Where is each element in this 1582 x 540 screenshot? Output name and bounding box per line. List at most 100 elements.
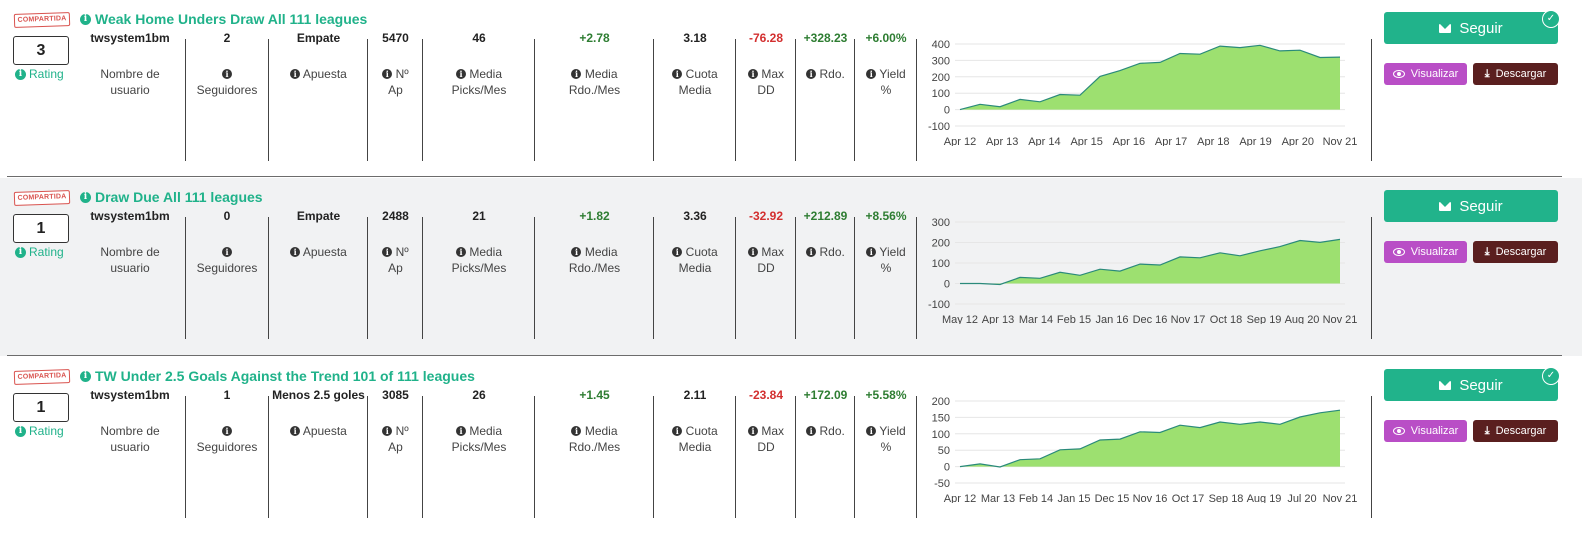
stat-label: i Media Rdo./Mes <box>568 67 621 97</box>
download-button[interactable]: ⤓ Descargar <box>1473 241 1558 263</box>
stat-label: i Max DD <box>737 66 795 98</box>
column-divider <box>653 39 654 161</box>
chart-x-tick: Oct 18 <box>1210 314 1242 324</box>
stat-label: i Rdo. <box>797 423 854 439</box>
chart-x-tick: Aug 20 <box>1285 314 1320 324</box>
stat-label: i Rdo. <box>797 244 854 260</box>
chart-y-tick: 100 <box>932 429 950 441</box>
performance-chart: 400 300 200 100 0 -100 Apr 12 Apr 13 Apr 14 Apr 1… <box>928 39 1358 146</box>
stat-value: 3.36 <box>683 209 707 223</box>
chart-x-tick: Dec 16 <box>1133 314 1168 324</box>
info-icon: i <box>672 247 683 257</box>
rating-value: 1 <box>13 393 69 422</box>
stat-label: i Apuesta <box>270 66 367 82</box>
info-icon: i <box>382 426 393 436</box>
column-divider <box>185 396 186 518</box>
chart-x-tick: May 12 <box>942 314 978 324</box>
stat-label: i Yield% <box>856 423 916 455</box>
column-divider <box>735 39 736 161</box>
chart-x-tick: Mar 14 <box>1019 314 1053 324</box>
stat-value: -76.28 <box>748 31 784 45</box>
stat-maxdd: -32.92 i Max DD <box>737 208 795 276</box>
system-title[interactable]: i TW Under 2.5 Goals Against the Trend 10… <box>80 368 475 384</box>
system-title[interactable]: i Draw Due All 111 leagues <box>80 189 263 205</box>
stat-value: 3.18 <box>683 31 707 45</box>
shared-badge: COMPARTIDA <box>13 12 71 28</box>
info-icon: i <box>747 426 758 436</box>
stat-label: i Seguidores <box>196 247 258 275</box>
system-title-text[interactable]: TW Under 2.5 Goals Against the Trend 101… <box>95 368 475 384</box>
stat-label: i Media Rdo./Mes <box>568 245 621 275</box>
chart-y-tick: 400 <box>932 39 950 51</box>
stat-value: 2.11 <box>683 388 707 402</box>
chart-x-tick: Feb 15 <box>1057 314 1091 324</box>
shared-badge: COMPARTIDA <box>13 369 71 385</box>
chart-x-tick: Mar 13 <box>981 493 1015 503</box>
column-divider <box>185 217 186 339</box>
info-icon: i <box>571 69 582 79</box>
stat-value: 21 <box>472 209 486 223</box>
eye-icon <box>1392 248 1405 256</box>
stat-followers: 1 i Seguidores <box>187 387 267 455</box>
stat-value: +2.78 <box>579 31 610 45</box>
stat-picks: 21 i Media Picks/Mes <box>424 208 534 276</box>
column-divider <box>795 39 796 161</box>
chart-y-tick: 300 <box>932 55 950 67</box>
stat-value: 1 <box>223 388 231 402</box>
chart-x-tick: Apr 15 <box>1070 136 1102 146</box>
download-button[interactable]: ⤓ Descargar <box>1473 420 1558 442</box>
chart-x-tick: Apr 17 <box>1155 136 1187 146</box>
chart-y-tick: 100 <box>932 258 950 270</box>
stat-value: 46 <box>472 31 486 45</box>
info-icon: i <box>806 69 817 79</box>
chart-line <box>959 409 1341 468</box>
follow-button[interactable]: Seguir <box>1384 12 1558 44</box>
chart-x-tick: Sep 19 <box>1247 314 1282 324</box>
stat-value: -32.92 <box>748 209 784 223</box>
info-icon: i <box>222 69 232 79</box>
envelope-icon <box>1439 201 1452 211</box>
chart-x-tick: Oct 17 <box>1172 493 1204 503</box>
system-title-text[interactable]: Draw Due All 111 leagues <box>95 189 263 205</box>
column-divider <box>422 217 423 339</box>
stat-rdo: +172.09 i Rdo. <box>797 387 854 439</box>
view-button[interactable]: Visualizar <box>1384 420 1467 442</box>
stat-label: Nombre de usuario <box>100 424 160 454</box>
stat-label: i Yield% <box>856 66 916 98</box>
chart-x-tick: Apr 20 <box>1282 136 1314 146</box>
stat-value: Menos 2.5 goles <box>272 388 365 402</box>
info-icon: i <box>290 69 301 79</box>
info-icon: i <box>80 191 91 203</box>
column-divider <box>854 217 855 339</box>
stat-label: i Cuota Media <box>655 66 735 98</box>
follow-button[interactable]: Seguir <box>1384 369 1558 401</box>
chart-y-tick: 100 <box>932 88 950 100</box>
column-divider <box>653 396 654 518</box>
chart-x-tick: Nov 21 <box>1323 314 1358 324</box>
info-icon: i <box>382 247 393 257</box>
follow-button[interactable]: Seguir <box>1384 190 1558 222</box>
chart-x-tick: Nov 21 <box>1323 136 1358 146</box>
system-title[interactable]: i Weak Home Unders Draw All 111 leagues <box>80 11 367 27</box>
chart-x-tick: Apr 14 <box>1028 136 1060 146</box>
download-button[interactable]: ⤓ Descargar <box>1473 63 1558 85</box>
chart-x-tick: Aug 19 <box>1247 493 1282 503</box>
stat-maxdd: -23.84 i Max DD <box>737 387 795 455</box>
performance-chart: 300 200 100 0 -100 May 12 Apr 13 Mar 14 Feb 15 Ja… <box>928 217 1358 324</box>
stat-n_ap: 3085 i Nº Ap <box>369 387 422 455</box>
system-title-text[interactable]: Weak Home Unders Draw All 111 leagues <box>95 11 368 27</box>
info-icon: i <box>571 426 582 436</box>
stat-username: twsystem1bm Nombre de usuario <box>75 30 185 98</box>
chart-x-tick: Apr 19 <box>1239 136 1271 146</box>
chart-x-tick: Apr 13 <box>982 314 1014 324</box>
info-icon: i <box>747 69 758 79</box>
chart-y-tick: 200 <box>932 238 950 250</box>
stat-value: Empate <box>296 31 341 45</box>
info-icon: i <box>571 247 582 257</box>
stat-rdo_mes: +1.45 i Media Rdo./Mes <box>536 387 653 455</box>
stat-value: +5.58% <box>865 388 907 402</box>
view-button[interactable]: Visualizar <box>1384 241 1467 263</box>
stat-followers: 0 i Seguidores <box>187 208 267 276</box>
info-icon: i <box>15 425 26 437</box>
view-button[interactable]: Visualizar <box>1384 63 1467 85</box>
